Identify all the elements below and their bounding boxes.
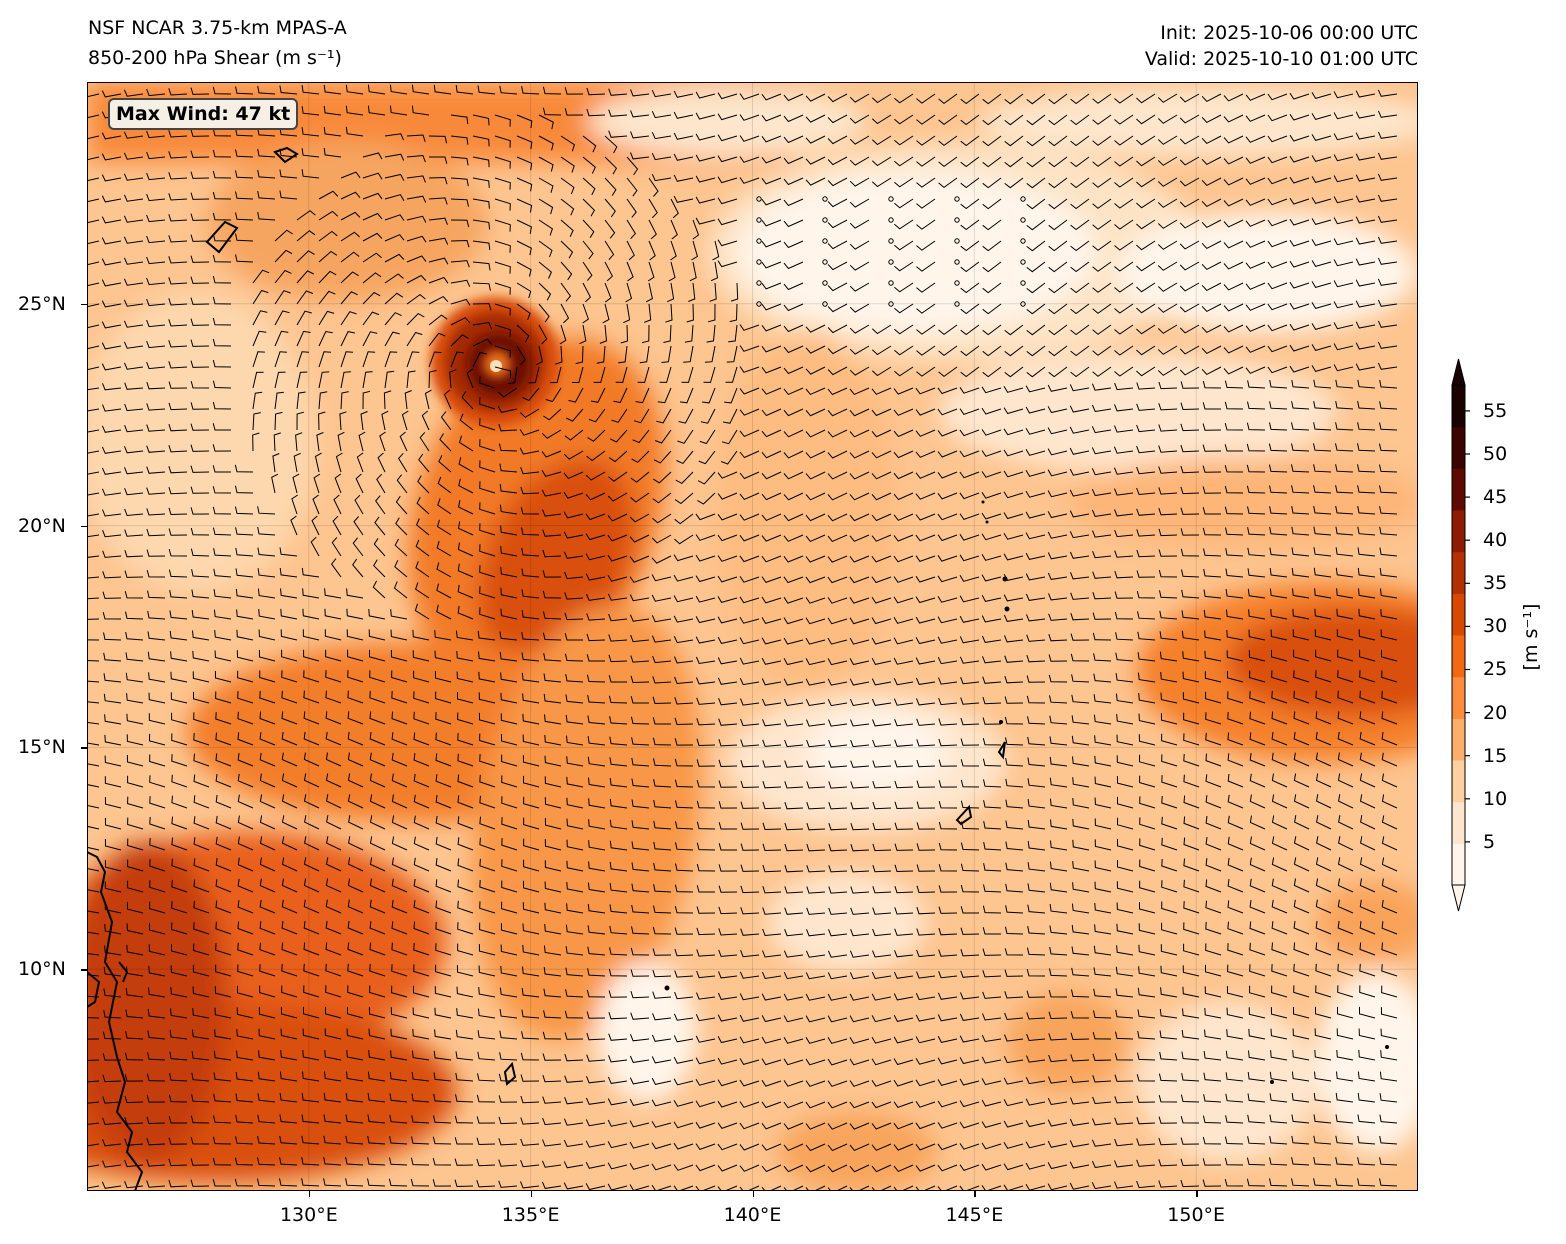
shear-map	[87, 82, 1418, 1191]
colorbar-segment	[1452, 676, 1465, 719]
colorbar-segment	[1452, 426, 1465, 469]
y-tick	[81, 747, 87, 749]
x-tick-label: 150°E	[1167, 1204, 1226, 1226]
colorbar-frame	[1451, 384, 1466, 886]
colorbar-tick-label: 20	[1483, 701, 1508, 724]
colorbar-segment	[1452, 760, 1465, 803]
colorbar-segment	[1452, 385, 1465, 428]
y-tick	[81, 303, 87, 306]
colorbar-tick-label: 45	[1483, 486, 1508, 509]
x-tick-label: 135°E	[501, 1204, 560, 1226]
colorbar-segment	[1452, 551, 1465, 594]
x-tick	[974, 1191, 976, 1197]
colorbar-segment	[1452, 843, 1465, 886]
x-tick	[308, 1191, 311, 1197]
y-tick-label: 15°N	[18, 736, 66, 759]
y-tick-label: 25°N	[18, 292, 66, 315]
colorbar-segment	[1452, 593, 1465, 636]
y-tick-label: 10°N	[18, 958, 66, 981]
valid-time: Valid: 2025-10-10 01:00 UTC	[1144, 48, 1418, 70]
model-title: NSF NCAR 3.75-km MPAS-A	[88, 17, 347, 39]
colorbar-tick-label: 25	[1483, 658, 1508, 681]
y-tick	[81, 969, 87, 971]
colorbar-unit: [m s⁻¹]	[1520, 603, 1542, 671]
colorbar-tick-label: 15	[1483, 744, 1508, 767]
x-tick-label: 140°E	[723, 1204, 782, 1226]
y-tick	[81, 525, 87, 528]
colorbar-tick-label: 55	[1483, 399, 1508, 422]
colorbar-tick-label: 40	[1483, 529, 1508, 552]
x-tick	[752, 1191, 754, 1197]
colorbar-segment	[1452, 468, 1465, 511]
x-tick	[1196, 1191, 1198, 1197]
field-title: 850-200 hPa Shear (m s⁻¹)	[88, 47, 342, 69]
colorbar-tick-label: 50	[1483, 442, 1508, 465]
init-time: Init: 2025-10-06 00:00 UTC	[1160, 22, 1418, 44]
colorbar-tick-label: 35	[1483, 572, 1508, 595]
colorbar	[1451, 358, 1470, 912]
colorbar-tick-label: 5	[1483, 830, 1496, 853]
map-canvas	[87, 82, 1418, 1191]
colorbar-segment	[1452, 510, 1465, 553]
philippines-coast	[87, 851, 144, 1191]
colorbar-extend-top	[1451, 358, 1466, 386]
x-tick	[530, 1191, 533, 1197]
colorbar-extend-bottom	[1451, 884, 1466, 912]
colorbar-segment	[1452, 635, 1465, 678]
x-tick-label: 130°E	[279, 1204, 338, 1226]
colorbar-segment	[1452, 718, 1465, 761]
max-wind-label: Max Wind: 47 kt	[108, 98, 299, 130]
colorbar-tick-label: 10	[1483, 787, 1508, 810]
y-tick-label: 20°N	[18, 514, 66, 537]
x-tick-label: 145°E	[945, 1204, 1004, 1226]
colorbar-segment	[1452, 801, 1465, 844]
colorbar-tick-label: 30	[1483, 615, 1508, 638]
